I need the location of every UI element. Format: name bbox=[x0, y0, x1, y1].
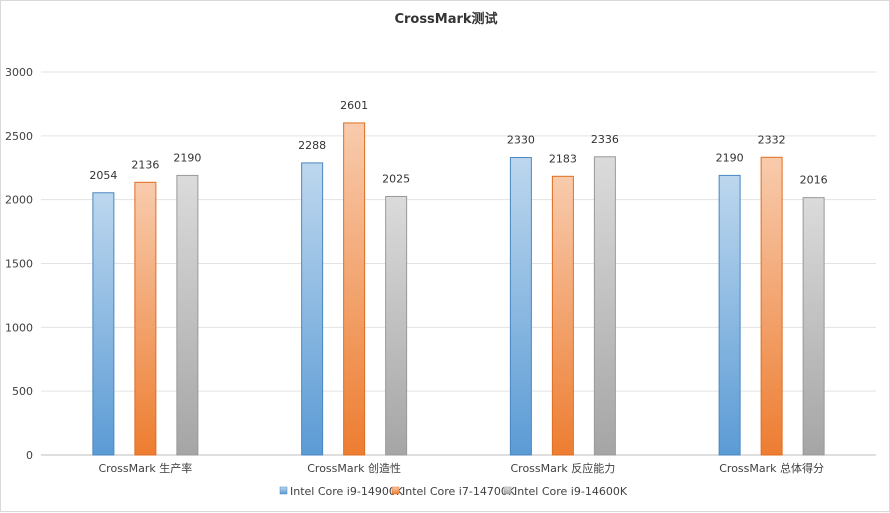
data-label: 2025 bbox=[382, 172, 410, 185]
data-label: 2336 bbox=[591, 133, 619, 146]
y-tick-label: 2000 bbox=[5, 194, 33, 207]
y-tick-label: 1500 bbox=[5, 258, 33, 271]
bar bbox=[386, 196, 407, 455]
data-label: 2054 bbox=[89, 169, 117, 182]
data-label: 2332 bbox=[758, 133, 786, 146]
y-tick-label: 3000 bbox=[5, 66, 33, 79]
legend-swatch bbox=[504, 487, 511, 494]
bar bbox=[761, 157, 782, 455]
bar bbox=[135, 182, 156, 455]
x-tick-label: CrossMark 生产率 bbox=[98, 461, 192, 475]
bar bbox=[594, 157, 615, 455]
legend-label: Intel Core i7-14700K bbox=[402, 485, 516, 498]
data-label: 2601 bbox=[340, 99, 368, 112]
data-label: 2190 bbox=[716, 151, 744, 164]
bar bbox=[803, 198, 824, 455]
y-tick-label: 2500 bbox=[5, 130, 33, 143]
bar bbox=[552, 176, 573, 455]
x-tick-label: CrossMark 反应能力 bbox=[510, 461, 615, 475]
data-label: 2330 bbox=[507, 134, 535, 147]
bar bbox=[719, 175, 740, 455]
legend-swatch bbox=[280, 487, 287, 494]
y-tick-label: 0 bbox=[26, 449, 33, 462]
x-tick-label: CrossMark 总体得分 bbox=[719, 461, 824, 475]
data-label: 2136 bbox=[131, 158, 159, 171]
chart-title: CrossMark测试 bbox=[394, 11, 497, 27]
bar bbox=[510, 158, 531, 455]
legend-swatch bbox=[392, 487, 399, 494]
data-label: 2190 bbox=[173, 151, 201, 164]
legend-label: Intel Core i9-14600K bbox=[514, 485, 628, 498]
data-label: 2288 bbox=[298, 139, 326, 152]
x-tick-label: CrossMark 创造性 bbox=[307, 461, 401, 475]
bar-layer bbox=[93, 123, 824, 455]
bar bbox=[302, 163, 323, 455]
y-tick-label: 1000 bbox=[5, 321, 33, 334]
bar bbox=[93, 193, 114, 455]
y-tick-label: 500 bbox=[12, 385, 33, 398]
data-label: 2016 bbox=[800, 174, 828, 187]
data-label: 2183 bbox=[549, 152, 577, 165]
bar bbox=[344, 123, 365, 455]
legend-label: Intel Core i9-14900K bbox=[290, 485, 404, 498]
bar bbox=[177, 175, 198, 455]
label-layer: 2054 2136 2190 CrossMark 生产率 2288 2601 2025 Cro… bbox=[89, 99, 827, 475]
